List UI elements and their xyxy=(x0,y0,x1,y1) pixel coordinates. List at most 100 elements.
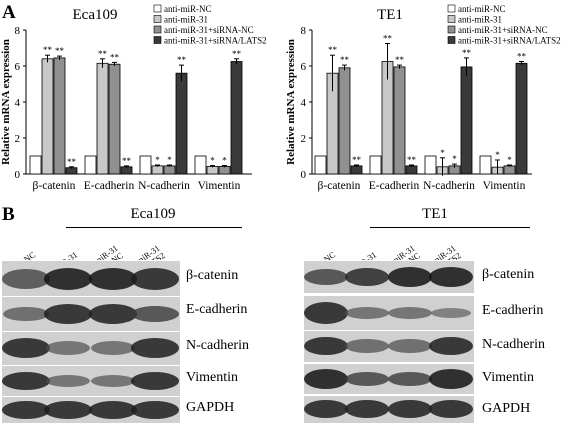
significance-mark: ** xyxy=(43,45,53,55)
blot-te1-gapdh xyxy=(304,396,474,423)
bar xyxy=(350,165,363,175)
bar xyxy=(314,155,327,175)
x-category-label: E-cadherin xyxy=(84,180,135,192)
blot-eca109-e-cadherin xyxy=(2,297,180,331)
significance-mark: * xyxy=(210,156,215,166)
bar xyxy=(41,58,54,175)
x-category-label: β-catenin xyxy=(33,180,76,192)
bar xyxy=(96,62,109,175)
lane-labels-eca109: anti-miR-NCanti-miR-31anti-miR-31+siRNA-… xyxy=(0,243,167,260)
y-axis-label: Relative mRNA expression xyxy=(0,39,12,165)
lane-label: anti-miR-31+siRNA-NC xyxy=(79,243,125,260)
blot-eca109-n-cadherin xyxy=(2,332,180,365)
lane-label-line: anti-miR-31 xyxy=(39,249,79,260)
significance-mark: ** xyxy=(55,46,65,56)
legend-label: anti-miR-31+siRNA-NC xyxy=(164,25,254,35)
significance-mark: ** xyxy=(462,48,472,58)
blot-label-eca109-e-cadherin: E-cadherin xyxy=(186,302,248,317)
bands xyxy=(304,337,473,355)
bar xyxy=(84,155,97,175)
lane-label-line: anti-miR-31 xyxy=(338,249,378,260)
significance-mark: ** xyxy=(395,55,405,65)
significance-mark: * xyxy=(167,155,172,165)
y-tick-label: 0 xyxy=(15,169,21,181)
blot-label-te1-vimentin: Vimentin xyxy=(482,370,535,385)
chart-title: Eca109 xyxy=(73,7,118,23)
significance-mark: ** xyxy=(328,45,338,55)
bar xyxy=(151,165,164,175)
bands xyxy=(304,267,473,287)
legend-label: anti-miR-31+siRNA/LATS2 xyxy=(458,36,561,46)
significance-mark: ** xyxy=(67,157,77,167)
legend-label: anti-miR-31 xyxy=(458,15,502,25)
y-tick-label: 8 xyxy=(15,25,21,37)
legend-swatch xyxy=(153,4,162,13)
bar xyxy=(108,63,121,175)
legend-label: anti-miR-31+siRNA-NC xyxy=(458,25,548,35)
lane-label: anti-miR-31 xyxy=(338,249,378,260)
significance-mark: * xyxy=(155,155,160,165)
bar xyxy=(479,155,492,175)
bar xyxy=(230,61,243,175)
blot-te1-vimentin xyxy=(304,364,474,394)
significance-mark: * xyxy=(440,148,445,158)
bar xyxy=(175,72,188,175)
x-category-label: Vimentin xyxy=(483,180,526,192)
y-tick-label: 4 xyxy=(301,97,307,109)
lane-label: anti-miR-NC xyxy=(295,249,338,260)
significance-mark: ** xyxy=(232,49,242,59)
significance-mark: ** xyxy=(517,52,527,62)
significance-mark: * xyxy=(507,155,512,165)
panel-b-letter: B xyxy=(2,204,15,225)
legend-label: anti-miR-31 xyxy=(164,15,208,25)
bar xyxy=(338,67,351,175)
significance-mark: ** xyxy=(383,34,393,44)
blot-te1-beta-catenin xyxy=(304,261,474,293)
bar xyxy=(393,66,406,175)
legend-swatch xyxy=(153,15,162,23)
bar xyxy=(424,155,437,175)
y-tick-label: 6 xyxy=(15,61,21,73)
x-category-label: N-cadherin xyxy=(138,180,190,192)
y-tick-label: 6 xyxy=(301,61,307,73)
lane-label-line: anti-miR-NC xyxy=(0,249,37,260)
chart-te1: TE1 Relative mRNA expression 0 2 4 6 8 β-cateni… xyxy=(285,4,561,192)
legend-swatch xyxy=(153,36,162,44)
bar xyxy=(120,166,133,175)
legend-swatch xyxy=(447,36,456,44)
y-tick-label: 4 xyxy=(15,97,21,109)
x-category-label: β-catenin xyxy=(318,180,361,192)
chart-title: TE1 xyxy=(377,7,403,23)
significance-mark: ** xyxy=(98,49,108,59)
panel-a-letter: A xyxy=(2,2,16,23)
bands xyxy=(2,268,179,290)
significance-mark: * xyxy=(452,154,457,164)
significance-mark: ** xyxy=(352,155,362,165)
bar xyxy=(53,57,66,175)
blot-label-te1-gapdh: GAPDH xyxy=(482,401,531,416)
bands xyxy=(304,302,471,324)
significance-mark: ** xyxy=(340,55,350,65)
legend-label: anti-miR-NC xyxy=(458,4,506,14)
significance-mark: * xyxy=(222,156,227,166)
bar xyxy=(29,155,42,175)
legend-label: anti-miR-31+siRNA/LATS2 xyxy=(164,36,267,46)
bar xyxy=(218,166,231,175)
bands xyxy=(2,401,179,419)
bracket-line-te1 xyxy=(370,227,530,228)
significance-mark: ** xyxy=(407,155,417,165)
blot-label-te1-e-cadherin: E-cadherin xyxy=(482,303,544,318)
bar xyxy=(65,167,78,175)
legend-swatch xyxy=(153,25,162,34)
legend-swatch xyxy=(447,4,456,13)
significance-mark: ** xyxy=(122,156,132,166)
blot-te1-n-cadherin xyxy=(304,331,474,362)
y-tick-label: 2 xyxy=(15,133,21,145)
blot-label-eca109-beta-catenin: β-catenin xyxy=(186,268,239,283)
blot-eca109-gapdh xyxy=(2,397,180,423)
blot-label-te1-n-cadherin: N-cadherin xyxy=(482,337,545,352)
y-tick-label: 2 xyxy=(301,133,307,145)
bar xyxy=(503,165,516,175)
